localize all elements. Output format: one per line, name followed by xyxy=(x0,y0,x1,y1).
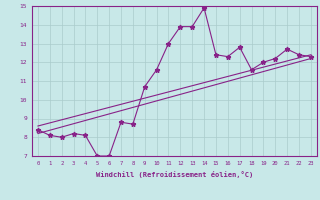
X-axis label: Windchill (Refroidissement éolien,°C): Windchill (Refroidissement éolien,°C) xyxy=(96,171,253,178)
